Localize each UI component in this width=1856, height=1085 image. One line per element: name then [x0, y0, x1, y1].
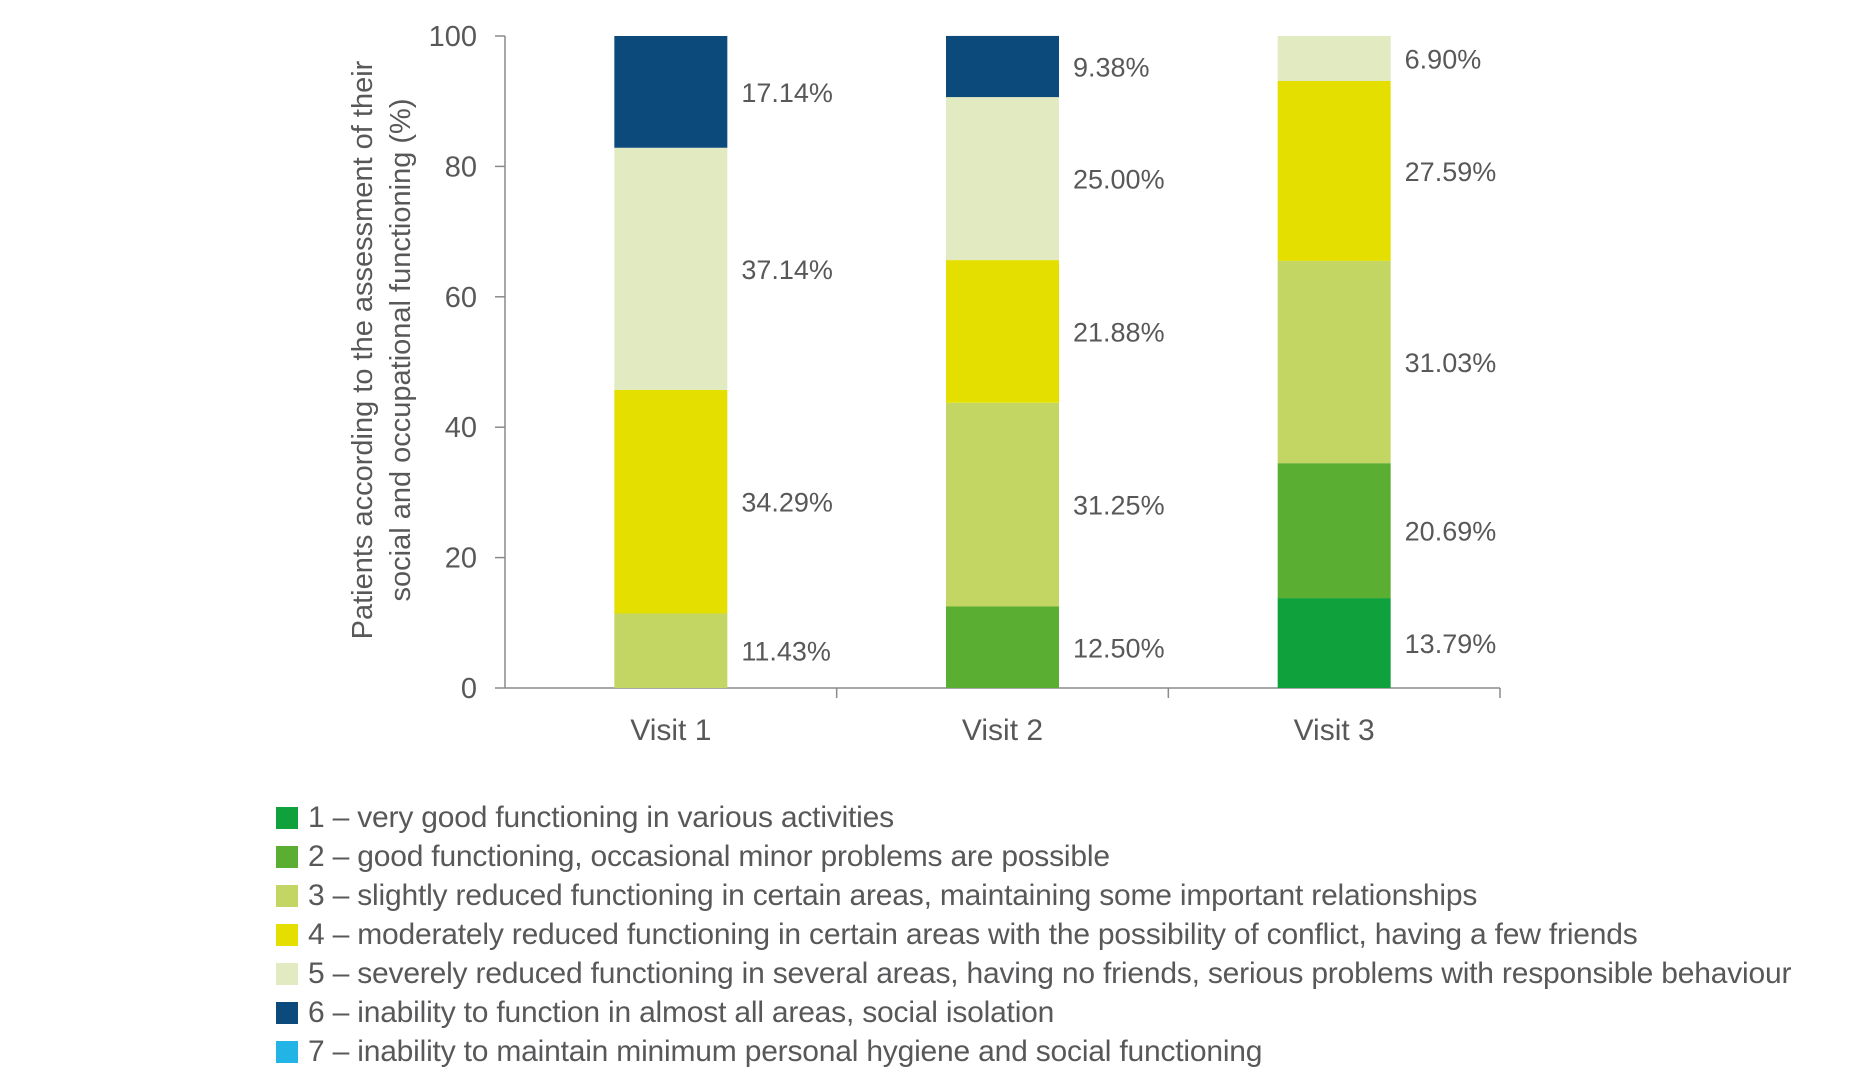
legend-swatch	[276, 1001, 298, 1024]
data-label: 27.59%	[1405, 157, 1497, 187]
legend-item: 1 – very good functioning in various act…	[276, 798, 1791, 837]
bar-segment	[614, 613, 728, 688]
bar-segment	[946, 35, 1059, 98]
legend-item: 4 – moderately reduced functioning in ce…	[276, 915, 1791, 954]
legend-label: 4 – moderately reduced functioning in ce…	[308, 917, 1638, 951]
legend-item: 6 – inability to function in almost all …	[276, 993, 1791, 1032]
bar-segment	[1277, 463, 1391, 599]
legend-label: 1 – very good functioning in various act…	[308, 800, 894, 834]
legend-label: 6 – inability to function in almost all …	[308, 995, 1055, 1029]
data-label: 11.43%	[741, 637, 831, 667]
y-tick-label: 40	[445, 412, 477, 444]
legend-swatch	[276, 884, 298, 907]
bar-segment	[614, 147, 728, 390]
bar-segment	[1277, 260, 1391, 464]
y-tick-label: 100	[429, 21, 477, 53]
data-label: 9.38%	[1073, 53, 1150, 83]
legend-swatch	[276, 1040, 298, 1063]
legend-label: 3 – slightly reduced functioning in cert…	[308, 878, 1478, 912]
data-label: 25.00%	[1073, 165, 1165, 195]
legend-label: 7 – inability to maintain minimum person…	[308, 1034, 1263, 1068]
x-tick-label: Visit 2	[962, 714, 1043, 747]
data-label: 31.03%	[1405, 348, 1497, 378]
legend-item: 5 – severely reduced functioning in seve…	[276, 954, 1791, 993]
bar-segment	[946, 606, 1059, 688]
bar-segment	[946, 260, 1059, 403]
bar-segment	[1277, 36, 1391, 81]
legend-label: 5 – severely reduced functioning in seve…	[308, 956, 1792, 990]
bar-segment	[614, 389, 728, 614]
legend-label: 2 – good functioning, occasional minor p…	[308, 839, 1110, 873]
y-tick-label: 20	[445, 543, 477, 575]
x-tick-label: Visit 3	[1294, 714, 1375, 747]
legend-item: 2 – good functioning, occasional minor p…	[276, 837, 1791, 876]
chart-legend: 1 – very good functioning in various act…	[276, 798, 1791, 1071]
y-tick-label: 80	[445, 151, 477, 183]
y-axis-label: Patients according to the assessment of …	[347, 60, 379, 639]
legend-item: 3 – slightly reduced functioning in cert…	[276, 876, 1791, 915]
bar-segment	[1277, 598, 1391, 688]
x-tick-label: Visit 1	[630, 714, 711, 747]
data-label: 17.14%	[741, 78, 833, 108]
bar-segment	[946, 97, 1059, 261]
bar-segment	[946, 402, 1059, 607]
data-label: 20.69%	[1405, 517, 1497, 547]
legend-swatch	[276, 806, 298, 829]
y-tick-label: 0	[461, 673, 477, 705]
bar-segment	[614, 36, 728, 148]
data-label: 21.88%	[1073, 317, 1165, 347]
data-label: 31.25%	[1073, 491, 1165, 521]
legend-swatch	[276, 962, 298, 985]
legend-swatch	[276, 923, 298, 946]
y-axis-label: social and occupational functioning (%)	[385, 99, 417, 602]
data-label: 13.79%	[1405, 629, 1497, 659]
data-label: 34.29%	[741, 488, 833, 518]
legend-swatch	[276, 845, 298, 868]
legend-item: 7 – inability to maintain minimum person…	[276, 1032, 1791, 1071]
data-label: 37.14%	[741, 255, 833, 285]
bar-segment	[1277, 80, 1391, 261]
data-label: 12.50%	[1073, 633, 1165, 663]
y-tick-label: 60	[445, 282, 477, 314]
data-label: 6.90%	[1405, 44, 1482, 74]
